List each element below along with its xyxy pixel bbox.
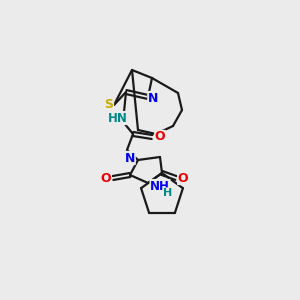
Text: N: N <box>148 92 158 104</box>
Text: HN: HN <box>108 112 128 124</box>
Text: O: O <box>101 172 111 184</box>
Text: O: O <box>178 172 188 184</box>
Text: N: N <box>125 152 135 164</box>
Text: O: O <box>155 130 165 143</box>
Text: NH: NH <box>150 179 170 193</box>
Text: H: H <box>164 188 172 198</box>
Text: S: S <box>104 98 113 112</box>
